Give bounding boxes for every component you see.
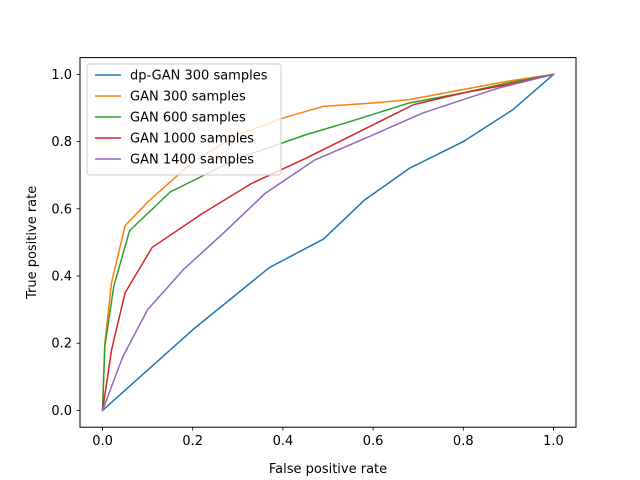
legend: dp-GAN 300 samples GAN 300 samples GAN 600… bbox=[86, 63, 282, 176]
legend-label-1: dp-GAN 300 samples bbox=[130, 69, 268, 84]
x-tick-label: 0.4 bbox=[273, 434, 294, 449]
y-tick-label: 0.6 bbox=[51, 202, 72, 217]
legend-label-2: GAN 300 samples bbox=[130, 90, 246, 105]
series-line-1 bbox=[101, 73, 555, 412]
ticks-layer: 0.0 0.2 0.4 0.6 0.8 1.0 0.0 0.2 0.4 0.6 0.8 1.0 bbox=[51, 68, 563, 449]
y-axis-label: True positive rate bbox=[25, 186, 40, 300]
x-tick-label: 0.8 bbox=[453, 434, 474, 449]
x-tick-label: 1.0 bbox=[543, 434, 564, 449]
x-tick-label: 0.0 bbox=[92, 434, 113, 449]
x-axis-label: False positive rate bbox=[269, 462, 387, 477]
y-tick-label: 1.0 bbox=[51, 68, 72, 83]
legend-label-5: GAN 1400 samples bbox=[130, 153, 254, 168]
x-tick-label: 0.6 bbox=[363, 434, 384, 449]
y-tick-label: 0.0 bbox=[51, 404, 72, 419]
y-tick-label: 0.2 bbox=[51, 337, 72, 352]
y-tick-label: 0.4 bbox=[51, 270, 72, 285]
legend-label-3: GAN 600 samples bbox=[130, 111, 246, 126]
legend-box bbox=[86, 63, 282, 176]
y-tick-label: 0.8 bbox=[51, 135, 72, 150]
x-tick-label: 0.2 bbox=[182, 434, 203, 449]
legend-label-4: GAN 1000 samples bbox=[130, 132, 254, 147]
plot-frame bbox=[79, 57, 577, 428]
series-line-5 bbox=[101, 73, 555, 412]
